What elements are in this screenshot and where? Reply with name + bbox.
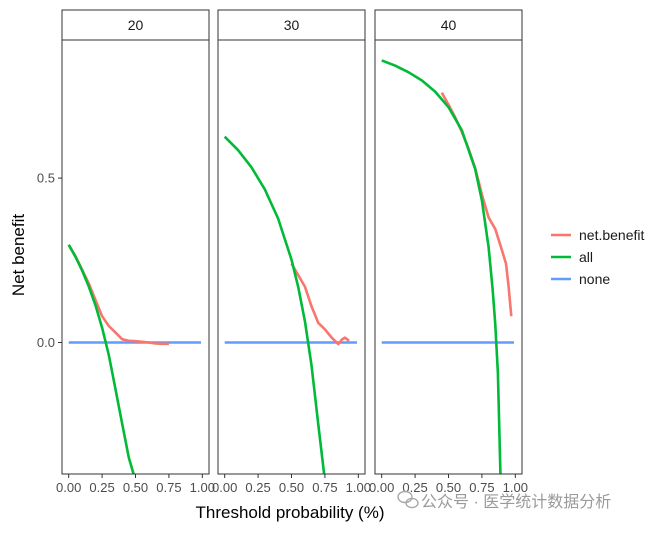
- series-line-net.benefit: [67, 244, 169, 346]
- x-tick-label: 0.75: [312, 480, 337, 495]
- x-tick-label: 0.25: [402, 480, 427, 495]
- y-tick-label: 0.0: [37, 335, 55, 350]
- x-tick-label: 0.00: [212, 480, 237, 495]
- series-lines: [223, 135, 357, 474]
- series-line-all: [223, 135, 326, 474]
- facet-strip: [217, 9, 366, 41]
- facet-strip-label: 30: [284, 17, 300, 33]
- x-tick-label: 1.00: [190, 480, 215, 495]
- facet-strip: [61, 9, 210, 41]
- y-tick-label: 0.5: [37, 171, 55, 186]
- x-tick-label: 0.00: [369, 480, 394, 495]
- x-tick-label: 0.25: [245, 480, 270, 495]
- x-tick-label: 0.25: [89, 480, 114, 495]
- x-tick-label: 0.50: [123, 480, 148, 495]
- x-tick-label: 0.00: [56, 480, 81, 495]
- panel-border: [61, 39, 210, 475]
- facet-panel-20: 20 0.00 0.25 0.50 0.75 1.00: [56, 9, 215, 495]
- series-line-all: [67, 244, 135, 474]
- series-line-all: [381, 59, 502, 474]
- x-axis-title: Threshold probability (%): [196, 503, 385, 522]
- series-line-net.benefit: [290, 262, 350, 346]
- legend-item-all: all: [551, 249, 593, 265]
- facet-strip: [374, 9, 523, 41]
- x-tick-label: 0.75: [469, 480, 494, 495]
- legend-label: none: [579, 271, 610, 287]
- facet-panels: 20 0.00 0.25 0.50 0.75 1.00 30 0.00 0.25 0.50 0.75…: [56, 9, 528, 495]
- x-tick-label: 0.50: [279, 480, 304, 495]
- facet-strip-label: 40: [441, 17, 457, 33]
- y-axis-title: Net benefit: [9, 214, 28, 296]
- legend-item-none: none: [551, 271, 610, 287]
- legend-item-net.benefit: net.benefit: [551, 227, 644, 243]
- series-lines: [67, 244, 201, 474]
- x-axis-20: 0.00 0.25 0.50 0.75 1.00: [56, 474, 215, 495]
- y-axis: 0.0 0.5: [37, 171, 62, 350]
- wechat-icon: [397, 490, 419, 509]
- facet-strip-label: 20: [128, 17, 144, 33]
- legend: net.benefit all none: [551, 227, 644, 287]
- series-lines: [381, 59, 514, 474]
- x-axis-30: 0.00 0.25 0.50 0.75 1.00: [212, 474, 371, 495]
- series-line-net.benefit: [440, 91, 513, 317]
- x-tick-label: 0.75: [156, 480, 181, 495]
- legend-label: all: [579, 249, 593, 265]
- x-tick-label: 0.50: [436, 480, 461, 495]
- x-axis-40: 0.00 0.25 0.50 0.75 1.00: [369, 474, 528, 495]
- legend-label: net.benefit: [579, 227, 644, 243]
- facet-panel-40: 40 0.00 0.25 0.50 0.75 1.00: [369, 9, 528, 495]
- watermark: 公众号 · 医学统计数据分析: [397, 490, 611, 511]
- x-tick-label: 1.00: [503, 480, 528, 495]
- facet-panel-30: 30 0.00 0.25 0.50 0.75 1.00: [212, 9, 371, 495]
- watermark-text: 公众号 · 医学统计数据分析: [421, 493, 611, 511]
- x-tick-label: 1.00: [346, 480, 371, 495]
